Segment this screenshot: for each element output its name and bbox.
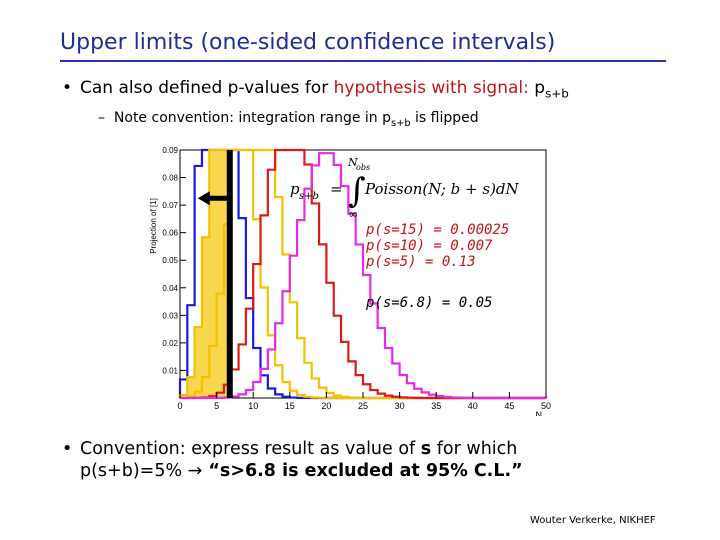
bullet2-line1-end: for which [431,439,518,459]
formula-lhs: p [290,180,300,198]
x-tick-label: 35 [431,401,441,411]
formula-lower: ∞ [348,207,358,221]
histogram-svg: 0 5 10 15 20 25 30 35 40 45 50 0.01 0.02 0.03 0.04 0.05… [149,146,551,420]
annotation-3: p(s=6.8) = 0.05 [365,295,492,311]
bullet2-line2: p(s+b)=5% [80,461,188,481]
arrow-head [197,191,210,206]
annotation-0: p(s=15) = 0.00025 [365,222,509,238]
formula-rhs: Poisson(N; b + s)dN [364,180,520,198]
y-tick-label: 0.06 [162,229,178,238]
formula-upper: N [347,156,358,169]
series-line-4 [180,152,546,400]
author-credit: Wouter Verkerke, NIKHEF [530,515,656,526]
y-tick-label: 0.04 [162,284,178,293]
y-tick-label: 0.07 [162,201,178,210]
x-tick-label: 5 [214,401,219,411]
sub-suffix: is flipped [410,110,479,126]
x-tick-label: 25 [358,401,368,411]
bullet1-text: Can also defined p-values for [80,78,334,98]
bullet1-highlight: hypothesis with signal: [333,78,529,98]
y-tick-label: 0.09 [162,146,178,155]
bullet-convention: • Convention: express result as value of … [62,438,523,482]
x-tick-label: 30 [395,401,405,411]
annotation-2: p(s=5) = 0.13 [365,254,476,270]
y-tick-label: 0.05 [162,256,178,265]
y-tick-label: 0.02 [162,339,178,348]
y-axis-label: Projection of [1] [149,198,158,254]
bullet1-psub: s+b [545,86,569,101]
y-tick-label: 0.08 [162,174,178,183]
x-tick-label: 40 [468,401,478,411]
bullet2-line1: Convention: express result as value of [80,439,421,459]
x-tick-label: 50 [541,401,551,411]
bullet2-conclusion: “s>6.8 is excluded at 95% C.L.” [202,461,523,481]
x-tick-label: 15 [285,401,295,411]
annotation-1: p(s=10) = 0.007 [365,238,493,254]
x-tick-label: 0 [177,401,182,411]
bullet-pvalue-signal: • Can also defined p-values for hypothesi… [62,78,569,100]
formula-upper-sub: obs [356,163,370,172]
formula-lhs-sub: s+b [299,191,319,202]
sub-text: Note convention: integration range in p [113,110,392,126]
formula-integral: ∫ [348,171,366,211]
arrow-icon: → [187,461,203,481]
sub-psub: s+b [391,117,411,129]
bullet-dot: • [62,439,73,459]
slide-title: Upper limits (one-sided confidence inter… [60,30,556,55]
sub-dash: – [98,110,105,126]
x-tick-label: 10 [248,401,258,411]
sub-bullet-convention: – Note convention: integration range in … [98,110,479,129]
title-rule [60,60,666,62]
histogram-plot: 0 5 10 15 20 25 30 35 40 45 50 0.01 0.02 0.03 0.04 0.05… [148,146,556,420]
x-axis-label: N [536,410,543,416]
y-tick-label: 0.03 [162,311,178,320]
bullet-dot: • [62,78,73,98]
y-tick-label: 0.01 [162,366,178,375]
bullet2-bold-s: s [420,439,432,459]
x-tick-label: 20 [321,401,331,411]
bullet1-psymbol: p [534,78,546,98]
formula-equals: = [330,180,343,198]
x-tick-label: 45 [504,401,514,411]
